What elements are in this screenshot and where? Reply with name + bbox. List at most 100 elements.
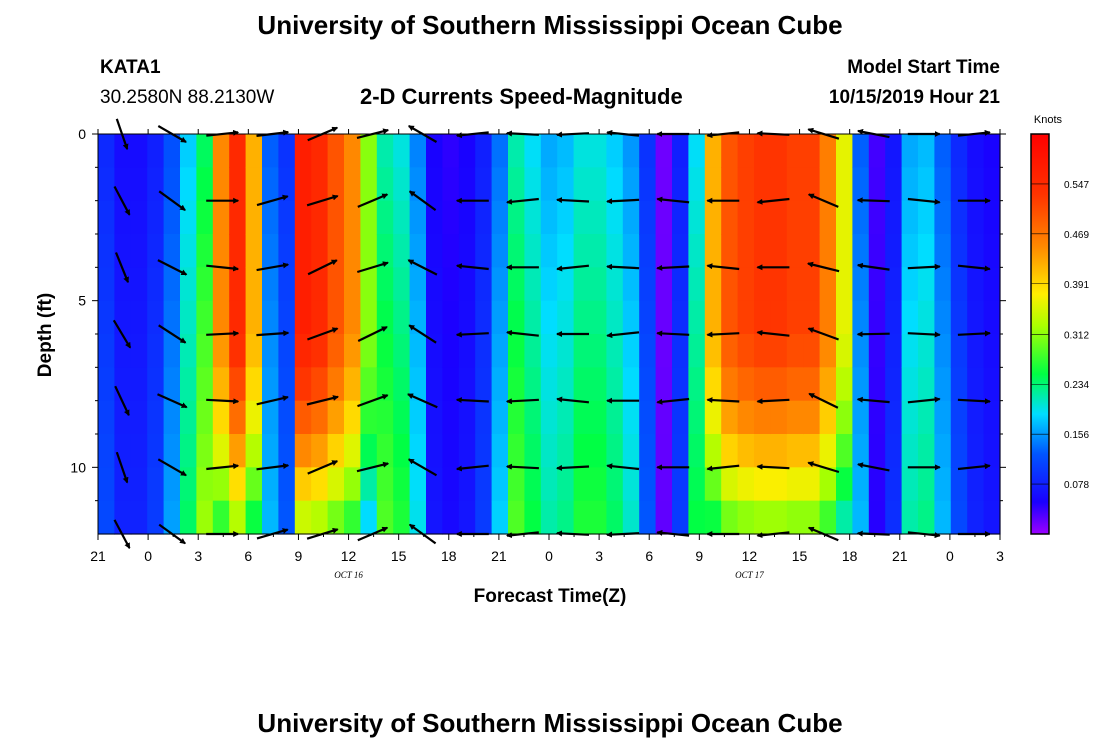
heat-cell [868,500,886,535]
heat-cell [245,500,263,535]
heat-cell [622,167,640,202]
heat-cell [508,200,525,235]
heat-cell [721,500,739,535]
heat-cell [360,400,378,435]
heat-cell [508,500,525,535]
heat-cell [245,200,263,235]
heat-cell [901,500,919,535]
heat-cell [442,367,460,402]
current-vector [455,397,489,404]
heat-cell [491,167,509,202]
heat-cell [540,134,558,168]
heat-cell [852,267,870,302]
heat-cell [836,167,853,202]
heat-cell [442,300,460,335]
heat-cell [639,500,657,535]
heat-cell [672,367,689,402]
heat-cell [147,500,165,535]
current-vector [505,463,539,470]
heat-cell [950,200,968,235]
heat-cell [918,334,935,368]
heat-cell [262,400,279,435]
heat-cell [573,500,591,535]
heat-cell [114,300,132,335]
heat-cell [655,334,673,368]
heat-cell [327,367,345,402]
heat-cell [229,300,247,335]
heat-cell [819,434,837,468]
heat-cell [344,334,361,368]
heat-cell [262,367,279,402]
heat-cell [475,367,493,402]
heat-cell [376,334,394,368]
heat-cell [721,467,739,502]
heat-cell [393,367,411,402]
heat-cell [393,234,411,268]
heat-cell [163,167,181,202]
heat-cell [836,334,853,368]
heat-cell [967,167,985,202]
heat-cell [180,200,197,235]
y-tick-label: 10 [70,459,86,475]
heat-cell [508,400,525,435]
heat-cell [573,134,591,168]
heat-cell [885,500,903,535]
heat-cell [573,334,591,368]
heat-cell [819,334,837,368]
heat-cell [311,267,329,302]
current-vector [158,324,187,344]
heat-cell [803,167,821,202]
heat-cell [130,134,148,168]
heat-cell [967,334,985,368]
heat-cell [754,334,771,368]
heat-cell [819,200,837,235]
heat-cell [360,200,378,235]
heat-cell [147,434,165,468]
current-vector [206,463,240,471]
heat-cell [704,434,722,468]
heat-cell [376,500,394,535]
heat-cell [360,134,378,168]
heat-cell [311,334,329,368]
heat-cell [868,334,886,368]
heat-cell [950,467,968,502]
heat-cell [868,134,886,168]
current-vector [256,463,290,471]
heat-cell [655,367,673,402]
heat-cell [934,334,952,368]
heat-cell [294,467,312,502]
heat-cell [983,200,1001,235]
colorbar-tick-label: 0.469 [1064,230,1089,241]
current-vector [307,460,339,475]
heat-cell [98,234,115,268]
heat-cell [196,200,214,235]
current-vector [907,263,941,270]
heat-cell [622,367,640,402]
heat-cell [868,300,886,335]
current-vector [957,398,991,405]
heat-cell [950,500,968,535]
heat-cell [754,267,771,302]
heat-cell [704,167,722,202]
heat-cell [524,400,542,435]
heat-cell [163,367,181,402]
heat-cell [803,200,821,235]
heat-cell [868,167,886,202]
heat-cell [918,300,935,335]
current-vector [756,197,790,205]
heat-cell [688,300,706,335]
heat-cell [163,267,181,302]
heat-cell [426,334,443,368]
heat-cell [196,467,214,502]
heat-cell [770,334,788,368]
heat-cell [622,134,640,168]
heat-cell [442,234,460,268]
heat-cell [622,400,640,435]
heat-cell [770,500,788,535]
heat-cell [688,367,706,402]
heat-cell [786,134,804,168]
heat-cell [426,167,443,202]
x-tick-label: 21 [90,548,106,564]
heat-cell [98,267,115,302]
heat-cell [180,234,197,268]
